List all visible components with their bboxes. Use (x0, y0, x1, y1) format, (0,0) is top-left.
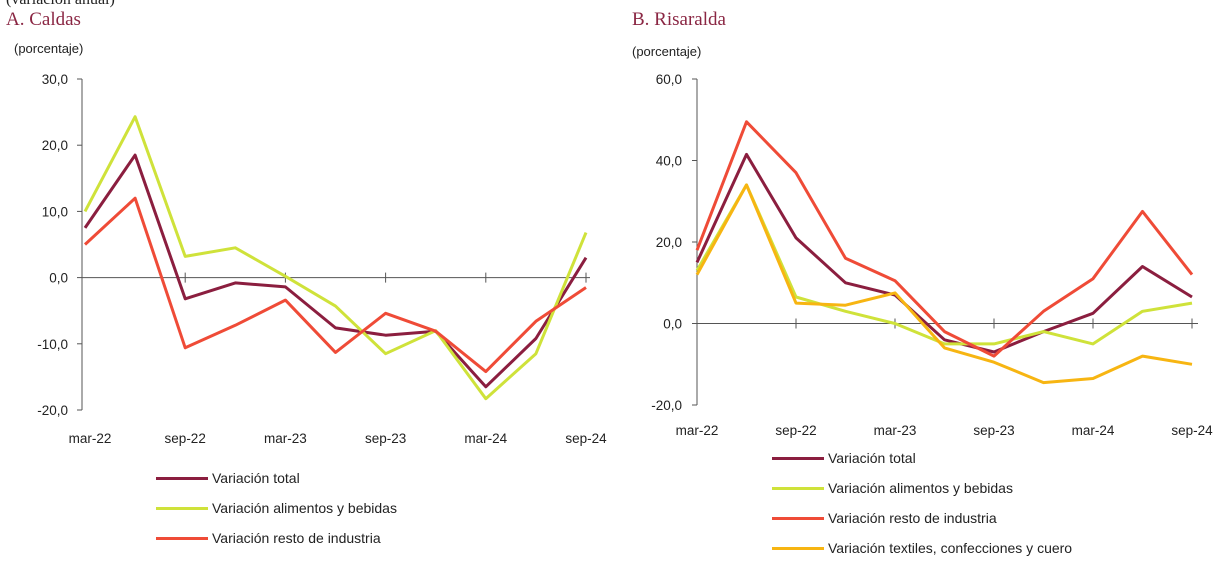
legend-swatch (156, 476, 208, 480)
panel-b-title: B. Risaralda (632, 9, 726, 30)
legend-label: Variación resto de industria (828, 510, 997, 526)
panel-b-x-tick-label: sep-24 (1171, 423, 1213, 438)
legend-item: Variación alimentos y bebidas (156, 493, 397, 523)
panel-b-x-tick-label: sep-23 (973, 423, 1014, 438)
legend-label: Variación total (828, 450, 916, 466)
legend-item: Variación total (156, 463, 397, 493)
legend-label: Variación total (212, 470, 300, 486)
panel-b-unit-label: (porcentaje) (632, 44, 702, 59)
panel-a-x-tick-label: sep-24 (565, 431, 607, 446)
panel-b-series-line-4 (695, 183, 1193, 385)
legend-label: Variación alimentos y bebidas (212, 500, 397, 516)
legend-label: Variación textiles, confecciones y cuero (828, 540, 1073, 556)
panel-a-unit-label: (porcentaje) (14, 41, 84, 56)
panel-a-x-tick-label: sep-23 (365, 431, 406, 446)
panel-b-y-tick-label: 20,0 (656, 235, 682, 250)
legend-swatch (772, 486, 824, 490)
legend-swatch (156, 536, 208, 540)
legend-item: Variación total (772, 443, 1072, 473)
panel-a-y-tick-label: 0,0 (49, 271, 68, 286)
legend-label: Variación resto de industria (212, 530, 381, 546)
panel-b-x-tick-label: mar-22 (676, 423, 719, 438)
panel-b-x-tick-label: mar-23 (874, 423, 917, 438)
panel-a-x-tick-label: mar-24 (464, 431, 507, 446)
legend-panel-a: Variación total Variación alimentos y beb… (156, 463, 397, 553)
panel-b-series-line-3 (695, 120, 1194, 358)
panel-a-y-tick-label: 20,0 (42, 138, 68, 153)
legend-panel-b: Variación total Variación alimentos y beb… (772, 443, 1072, 563)
legend-swatch (772, 456, 824, 460)
panel-a-y-tick-label: 30,0 (42, 72, 68, 87)
panel-a-y-tick-label: -10,0 (37, 337, 68, 352)
panel-a-x-tick-label: mar-22 (69, 431, 112, 446)
legend-item: Variación resto de industria (772, 503, 1072, 533)
legend-item: Variación textiles, confecciones y cuero (772, 533, 1072, 563)
header-cut-text: (variación anual) (6, 0, 115, 9)
panel-b-y-tick-label: -20,0 (651, 398, 682, 413)
panel-a-series-line-1 (83, 153, 588, 389)
panel-a-series-line-2 (83, 115, 588, 401)
legend-item: Variación resto de industria (156, 523, 397, 553)
panel-a-x-tick-label: sep-22 (165, 431, 206, 446)
panel-a-title: A. Caldas (6, 9, 81, 30)
panel-b-y-tick-label: 60,0 (656, 72, 682, 87)
panel-a-y-tick-label: -20,0 (37, 403, 68, 418)
panel-b-series-line-1 (695, 152, 1193, 354)
legend-swatch (772, 546, 824, 550)
legend-item: Variación alimentos y bebidas (772, 473, 1072, 503)
panel-b-series-line-2 (695, 183, 1193, 346)
panel-b-y-tick-label: 0,0 (663, 317, 682, 332)
panel-a-series-line-3 (83, 196, 587, 374)
panel-b-y-tick-label: 40,0 (656, 154, 682, 169)
legend-swatch (772, 516, 824, 520)
panel-a-y-tick-label: 10,0 (42, 204, 68, 219)
panel-b-x-tick-label: mar-24 (1072, 423, 1115, 438)
legend-label: Variación alimentos y bebidas (828, 480, 1013, 496)
panel-a-x-tick-label: mar-23 (264, 431, 307, 446)
legend-swatch (156, 506, 208, 510)
panel-b-x-tick-label: sep-22 (775, 423, 816, 438)
